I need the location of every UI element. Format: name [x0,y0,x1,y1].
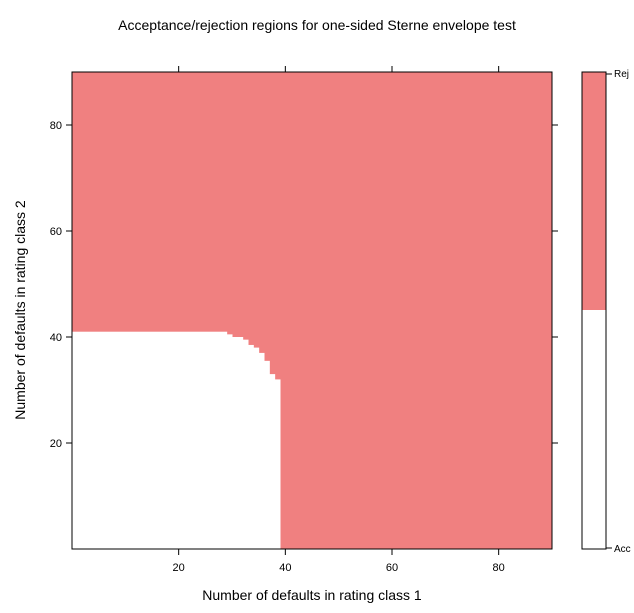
acceptance-cell-6 [258,352,265,549]
chart-title: Acceptance/rejection regions for one-sid… [118,17,516,33]
y-tick-label-1: 40 [50,332,62,344]
legend-label-accept: Acc [614,544,631,555]
acceptance-cell-8 [269,374,276,549]
acceptance-cell-7 [264,360,270,549]
plot-frame [71,71,553,550]
legend: Rej Acc [581,69,631,555]
y-tick-label-3: 80 [50,120,62,132]
legend-accept-swatch [582,310,606,549]
y-tick-label-0: 20 [50,438,62,450]
y-tick-label-2: 60 [50,226,62,238]
x-tick-label-1: 40 [279,562,291,574]
legend-label-reject: Rej [614,69,629,80]
acceptance-cell-5 [253,347,260,549]
x-axis-label: Number of defaults in rating class 1 [202,587,422,603]
acceptance-cell-0 [72,331,228,549]
y-axis-ticks: 20 40 60 80 [50,120,558,450]
acceptance-cell-1 [226,334,233,549]
acceptance-cell-9 [274,379,281,549]
acceptance-cell-2 [232,337,244,549]
y-axis-label: Number of defaults in rating class 2 [12,200,28,420]
x-axis-ticks: 20 40 60 80 [173,66,505,574]
acceptance-region [72,331,281,549]
x-tick-label-3: 80 [493,562,505,574]
legend-frame [581,71,607,550]
acceptance-cell-4 [248,344,254,549]
acceptance-cell-3 [242,339,249,549]
x-tick-label-2: 60 [386,562,398,574]
x-tick-label-0: 20 [173,562,185,574]
legend-reject-swatch [582,72,606,310]
